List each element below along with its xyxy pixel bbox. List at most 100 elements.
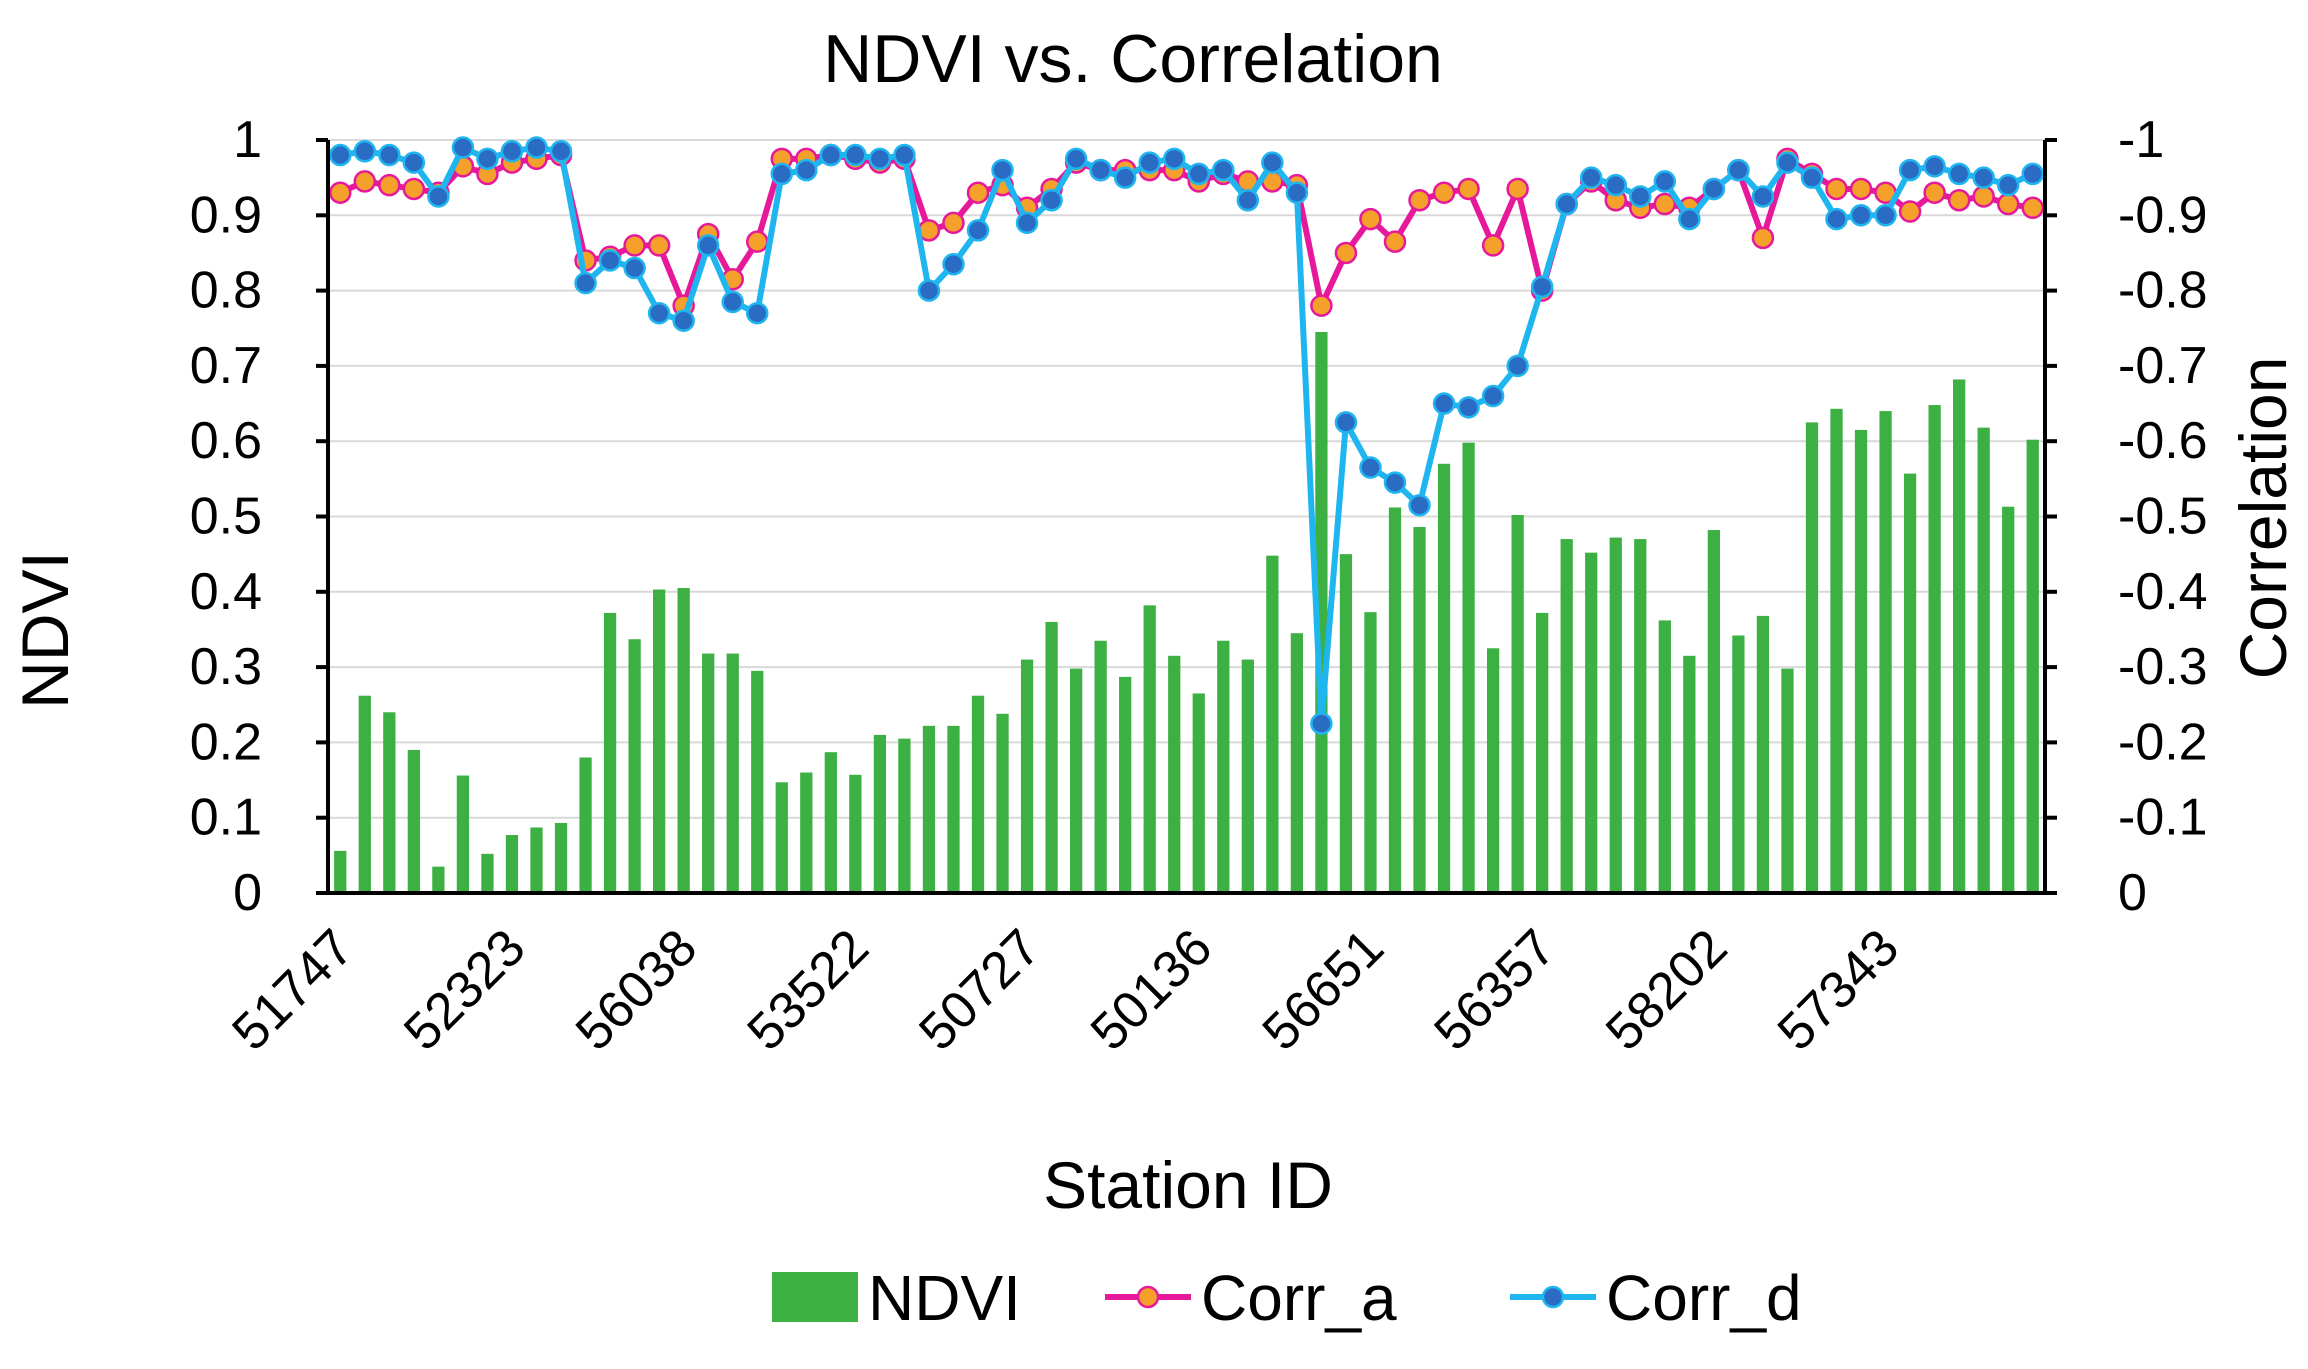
ndvi-bar xyxy=(1634,539,1647,893)
ndvi-bar xyxy=(1977,427,1990,893)
corr-d-point xyxy=(1359,456,1382,479)
x-tick-label: 57343 xyxy=(1767,918,1910,1061)
ndvi-bar xyxy=(1266,555,1279,893)
corr-d-point xyxy=(1800,166,1824,189)
ndvi-bar xyxy=(1879,411,1892,893)
y-tick-label-right: -1 xyxy=(2118,111,2164,169)
y-tick-label-right: -0.8 xyxy=(2118,262,2208,320)
y-tick-label-left: 0 xyxy=(233,864,262,922)
ndvi-bar xyxy=(800,772,813,893)
corr-d-point xyxy=(868,147,892,171)
ndvi-bar xyxy=(922,725,936,893)
legend-label: Corr_a xyxy=(1201,1262,1397,1334)
chart-title: NDVI vs. Correlation xyxy=(823,21,1443,97)
corr-a-point xyxy=(1849,177,1873,201)
ndvi-bar xyxy=(2026,439,2039,893)
corr-a-point xyxy=(1996,192,2020,216)
ndvi-bar xyxy=(1094,640,1107,893)
corr-d-point xyxy=(1187,162,1211,186)
ndvi-bar xyxy=(898,738,911,893)
ndvi-bar xyxy=(1732,635,1745,893)
ndvi-bar xyxy=(1486,648,1500,893)
corr-a-point xyxy=(942,211,965,235)
ndvi-bar xyxy=(849,774,862,893)
corr-d-point xyxy=(1212,158,1235,182)
ndvi-bar xyxy=(1192,693,1205,893)
x-tick-label: 56038 xyxy=(565,918,708,1061)
corr-a-point xyxy=(378,173,401,197)
corr-a-point xyxy=(1359,207,1382,231)
corr-a-point xyxy=(2021,196,2044,220)
y-axis-left-title: NDVI xyxy=(8,551,82,709)
corr-d-point xyxy=(329,143,352,167)
y-tick-label-left: 0.9 xyxy=(190,186,262,244)
ndvi-bar xyxy=(1364,612,1377,893)
corr-a-point xyxy=(1481,234,1505,257)
ndvi-bar xyxy=(1805,422,1819,893)
corr-d-point xyxy=(746,301,769,325)
ndvi-bar xyxy=(1143,605,1156,893)
corr-d-point xyxy=(1874,204,1897,227)
y-tick-label-right: -0.1 xyxy=(2118,789,2208,847)
ndvi-bar xyxy=(1854,429,1868,893)
corr-d-point xyxy=(2021,162,2044,186)
ndvi-bar xyxy=(824,752,837,893)
corr-a-point xyxy=(329,181,352,204)
ndvi-bar xyxy=(530,827,543,893)
corr-d-point xyxy=(1678,207,1701,231)
ndvi-bar xyxy=(1315,332,1328,893)
ndvi-bar xyxy=(1609,537,1622,893)
corr-a-point xyxy=(1898,200,1922,223)
corr-d-point xyxy=(549,140,573,163)
corr-d-point xyxy=(966,219,990,242)
y-tick-label-right: -0.4 xyxy=(2118,563,2208,621)
corr-d-point xyxy=(1996,173,2020,197)
corr-d-point xyxy=(1629,185,1652,208)
ndvi-bar xyxy=(1585,552,1598,893)
corr-d-point xyxy=(1481,384,1505,408)
corr-a-point xyxy=(1457,177,1480,201)
corr-d-point xyxy=(795,158,818,182)
y-tick-label-right: -0.5 xyxy=(2118,488,2208,546)
ndvi-bar xyxy=(971,695,985,893)
corr-d-point xyxy=(696,234,720,257)
legend-label: NDVI xyxy=(868,1262,1021,1334)
corr-d-point xyxy=(1604,173,1627,197)
corr-d-point xyxy=(427,185,450,208)
x-tick-label: 56651 xyxy=(1252,918,1395,1061)
y-tick-label-left: 0.3 xyxy=(190,638,262,696)
y-tick-label-right: -0.3 xyxy=(2118,638,2208,696)
corr-a-point xyxy=(746,230,769,253)
ndvi-bar xyxy=(481,853,494,893)
ndvi-bar xyxy=(1683,655,1696,893)
corr-d-point xyxy=(893,143,916,167)
corr-a-point xyxy=(1923,181,1946,204)
ndvi-bar xyxy=(1119,676,1132,893)
ndvi-bar xyxy=(1462,442,1475,893)
corr-d-point xyxy=(1751,185,1775,208)
y-tick-label-left: 0.7 xyxy=(190,337,262,395)
legend-marker-corr-d xyxy=(1541,1285,1565,1309)
ndvi-bar xyxy=(1781,668,1794,893)
legend-marker-corr-a xyxy=(1136,1285,1160,1309)
corr-d-point xyxy=(378,143,401,167)
corr-d-point xyxy=(1383,471,1407,494)
corr-d-point xyxy=(1776,151,1799,174)
legend-swatch-ndvi xyxy=(772,1272,858,1322)
ndvi-bar xyxy=(1217,640,1230,893)
corr-a-point xyxy=(1383,230,1407,253)
corr-d-point xyxy=(1506,354,1529,378)
corr-d-point xyxy=(1064,147,1088,171)
y-tick-label-right: -0.6 xyxy=(2118,412,2208,470)
corr-d-point xyxy=(1138,151,1161,174)
corr-d-point xyxy=(672,309,695,332)
ndvi-bars xyxy=(334,332,2039,894)
corr-a-point xyxy=(1947,188,1971,212)
corr-d-point xyxy=(721,290,744,314)
corr-a-point xyxy=(966,181,990,204)
x-tick-label: 51747 xyxy=(222,918,365,1061)
x-tick-label: 53522 xyxy=(737,918,880,1061)
ndvi-bar xyxy=(2002,506,2015,893)
